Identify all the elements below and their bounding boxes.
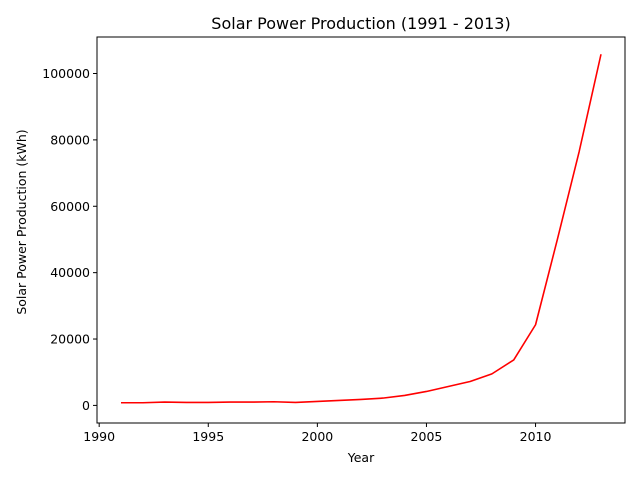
y-axis-label: Solar Power Production (kWh) [14, 129, 29, 314]
x-axis: 1990 1995 2000 2005 2010 [83, 423, 551, 444]
y-tick-label: 80000 [50, 132, 90, 147]
y-tick-label: 40000 [50, 265, 90, 280]
plot-frame [96, 36, 626, 424]
x-tick-label: 1995 [192, 429, 224, 444]
y-axis: 0 20000 40000 60000 80000 100000 [42, 66, 97, 413]
x-tick-label: 2000 [301, 429, 333, 444]
plot-area [121, 54, 602, 404]
y-tick-label: 0 [82, 398, 90, 413]
y-tick-label: 60000 [50, 199, 90, 214]
series-line [121, 54, 602, 404]
x-tick-label: 2005 [411, 429, 443, 444]
x-tick-label: 1990 [83, 429, 115, 444]
x-axis-label: Year [347, 450, 375, 465]
chart-title: Solar Power Production (1991 - 2013) [211, 14, 510, 33]
x-tick-label: 2010 [520, 429, 552, 444]
y-tick-label: 20000 [50, 332, 90, 347]
y-tick-label: 100000 [42, 66, 90, 81]
